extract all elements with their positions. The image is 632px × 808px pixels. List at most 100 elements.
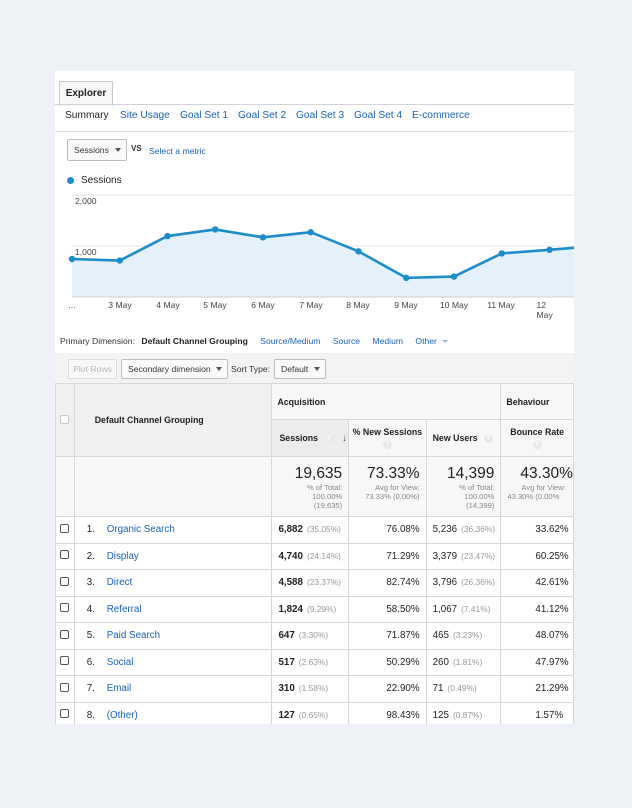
row-dimension-cell: 8. (Other) <box>73 701 273 724</box>
data-point[interactable] <box>116 257 123 264</box>
row-new-sessions-cell: 58.50% <box>348 595 427 623</box>
data-point[interactable] <box>498 250 505 257</box>
channel-link[interactable]: Display <box>106 550 139 562</box>
row-new-users-cell: 125 (0.87%) <box>425 701 502 724</box>
row-bounce-cell: 1.57% <box>500 701 574 724</box>
totals-label-cell <box>73 456 273 517</box>
analytics-panel: Explorer Summary Site Usage Goal Set 1 G… <box>55 71 574 724</box>
row-checkbox[interactable] <box>60 550 70 560</box>
totals-row: 19,635 % of Total: 100.00% (19,635) 73.3… <box>55 456 574 517</box>
data-point[interactable] <box>355 248 362 255</box>
secondary-dimension-select[interactable]: Secondary dimension <box>121 359 228 379</box>
total-new-sessions-caption: Avg for View: <box>375 483 420 492</box>
subtab-summary[interactable]: Summary <box>65 110 109 121</box>
subtab-goal-set-1[interactable]: Goal Set 1 <box>180 110 229 121</box>
data-point[interactable] <box>212 226 219 233</box>
row-new-users-percent: (7.41%) <box>461 603 491 614</box>
row-sessions-cell: 4,588 (23.37%) <box>271 569 350 597</box>
row-new-sessions: 71.29% <box>386 550 420 562</box>
subtab-goal-set-2[interactable]: Goal Set 2 <box>238 110 287 121</box>
total-bounce-caption: Avg for View: <box>521 483 566 492</box>
channel-link[interactable]: Social <box>106 656 134 668</box>
channel-link[interactable]: Referral <box>106 603 142 615</box>
row-new-sessions-cell: 71.87% <box>348 622 427 650</box>
x-tick-label: 6 May <box>251 300 275 310</box>
row-new-sessions-cell: 50.29% <box>348 648 427 676</box>
row-dimension-cell: 7. Email <box>73 675 273 703</box>
row-check-cell <box>55 569 75 597</box>
row-bounce-rate: 1.57% <box>535 709 564 721</box>
row-new-users: 125 <box>432 709 449 721</box>
channel-link[interactable]: Paid Search <box>106 630 161 642</box>
select-all-checkbox[interactable] <box>60 414 70 424</box>
row-sessions: 310 <box>278 683 295 695</box>
subtab-goal-set-3[interactable]: Goal Set 3 <box>296 110 345 121</box>
row-sessions-cell: 1,824 (9.29%) <box>271 595 350 623</box>
row-new-users-cell: 1,067 (7.41%) <box>425 595 502 623</box>
total-new-sessions-avg: 73.33% (0.00%) <box>365 492 420 501</box>
sort-type-select[interactable]: Default <box>274 359 326 379</box>
plot-rows-button[interactable]: Plot Rows <box>68 359 117 379</box>
row-new-sessions-cell: 76.08% <box>348 516 427 544</box>
tab-explorer[interactable]: Explorer <box>59 81 113 106</box>
help-icon: ? <box>382 440 392 450</box>
channel-link[interactable]: (Other) <box>106 709 138 721</box>
subtab-divider <box>55 131 574 132</box>
new-sessions-header-label: % New Sessions <box>352 427 423 437</box>
row-checkbox[interactable] <box>60 629 70 639</box>
table-row: 1. Organic Search 6,882 (35.05%) 76.08% 5,236… <box>55 516 574 544</box>
metric-select[interactable]: Sessions <box>67 139 127 161</box>
row-checkbox[interactable] <box>60 682 70 692</box>
sessions-column-header[interactable]: Sessions ? ↓ <box>271 419 350 457</box>
data-point[interactable] <box>546 246 553 254</box>
primary-dimension-label: Primary Dimension: <box>60 336 135 346</box>
row-check-cell <box>55 701 75 724</box>
row-new-users: 260 <box>432 656 449 668</box>
row-sessions: 4,740 <box>278 550 303 562</box>
channel-link[interactable]: Direct <box>106 577 133 589</box>
row-checkbox[interactable] <box>60 603 70 613</box>
table-row: 4. Referral 1,824 (9.29%) 58.50% 1,067 (7.41%)… <box>55 595 574 623</box>
data-point[interactable] <box>164 232 171 240</box>
row-new-users-cell: 71 (0.49%) <box>425 675 502 703</box>
subtab-goal-set-4[interactable]: Goal Set 4 <box>354 110 403 121</box>
row-checkbox[interactable] <box>60 576 70 586</box>
data-point[interactable] <box>68 255 76 263</box>
dimension-source-medium[interactable]: Source/Medium <box>260 336 321 346</box>
secondary-dimension-label: Secondary dimension <box>128 364 211 374</box>
data-table: Default Channel Grouping Acquisition Beh… <box>55 383 574 724</box>
row-bounce-cell: 42.61% <box>500 569 574 597</box>
row-checkbox[interactable] <box>60 523 70 533</box>
row-checkbox[interactable] <box>60 656 70 666</box>
dimension-other[interactable]: Other <box>415 336 437 346</box>
row-sessions-percent: (23.37%) <box>306 577 341 588</box>
row-checkbox[interactable] <box>60 709 70 719</box>
select-metric-link[interactable]: Select a metric <box>149 146 206 156</box>
data-point[interactable] <box>403 274 410 282</box>
data-point[interactable] <box>259 234 267 241</box>
row-new-users: 5,236 <box>432 524 458 536</box>
dimension-source[interactable]: Source <box>332 336 361 346</box>
data-point[interactable] <box>450 273 458 280</box>
row-index: 8. <box>86 709 95 721</box>
channel-link[interactable]: Email <box>106 683 132 695</box>
totals-check-cell <box>55 456 75 517</box>
sessions-header-label: Sessions <box>279 432 319 443</box>
y-tick-2000: 2,000 <box>75 196 97 206</box>
dimension-default-channel-grouping[interactable]: Default Channel Grouping <box>141 336 248 346</box>
subtab-ecommerce[interactable]: E-commerce <box>412 110 470 121</box>
bounce-rate-column-header[interactable]: Bounce Rate ? <box>500 419 574 457</box>
new-users-column-header[interactable]: New Users ? <box>425 419 502 457</box>
row-new-users-cell: 3,379 (23.47%) <box>425 542 502 570</box>
total-new-sessions: 73.33% <box>367 465 420 482</box>
row-check-cell <box>55 516 75 544</box>
row-sessions: 6,882 <box>278 524 303 536</box>
subtab-site-usage[interactable]: Site Usage <box>120 110 170 121</box>
dimension-medium[interactable]: Medium <box>372 336 404 346</box>
data-point[interactable] <box>307 229 314 236</box>
dimension-header[interactable]: Default Channel Grouping <box>73 383 273 457</box>
metric-select-value: Sessions <box>74 145 109 155</box>
sessions-line-chart <box>68 194 574 298</box>
channel-link[interactable]: Organic Search <box>106 524 175 536</box>
new-sessions-column-header[interactable]: % New Sessions ? <box>348 419 427 457</box>
